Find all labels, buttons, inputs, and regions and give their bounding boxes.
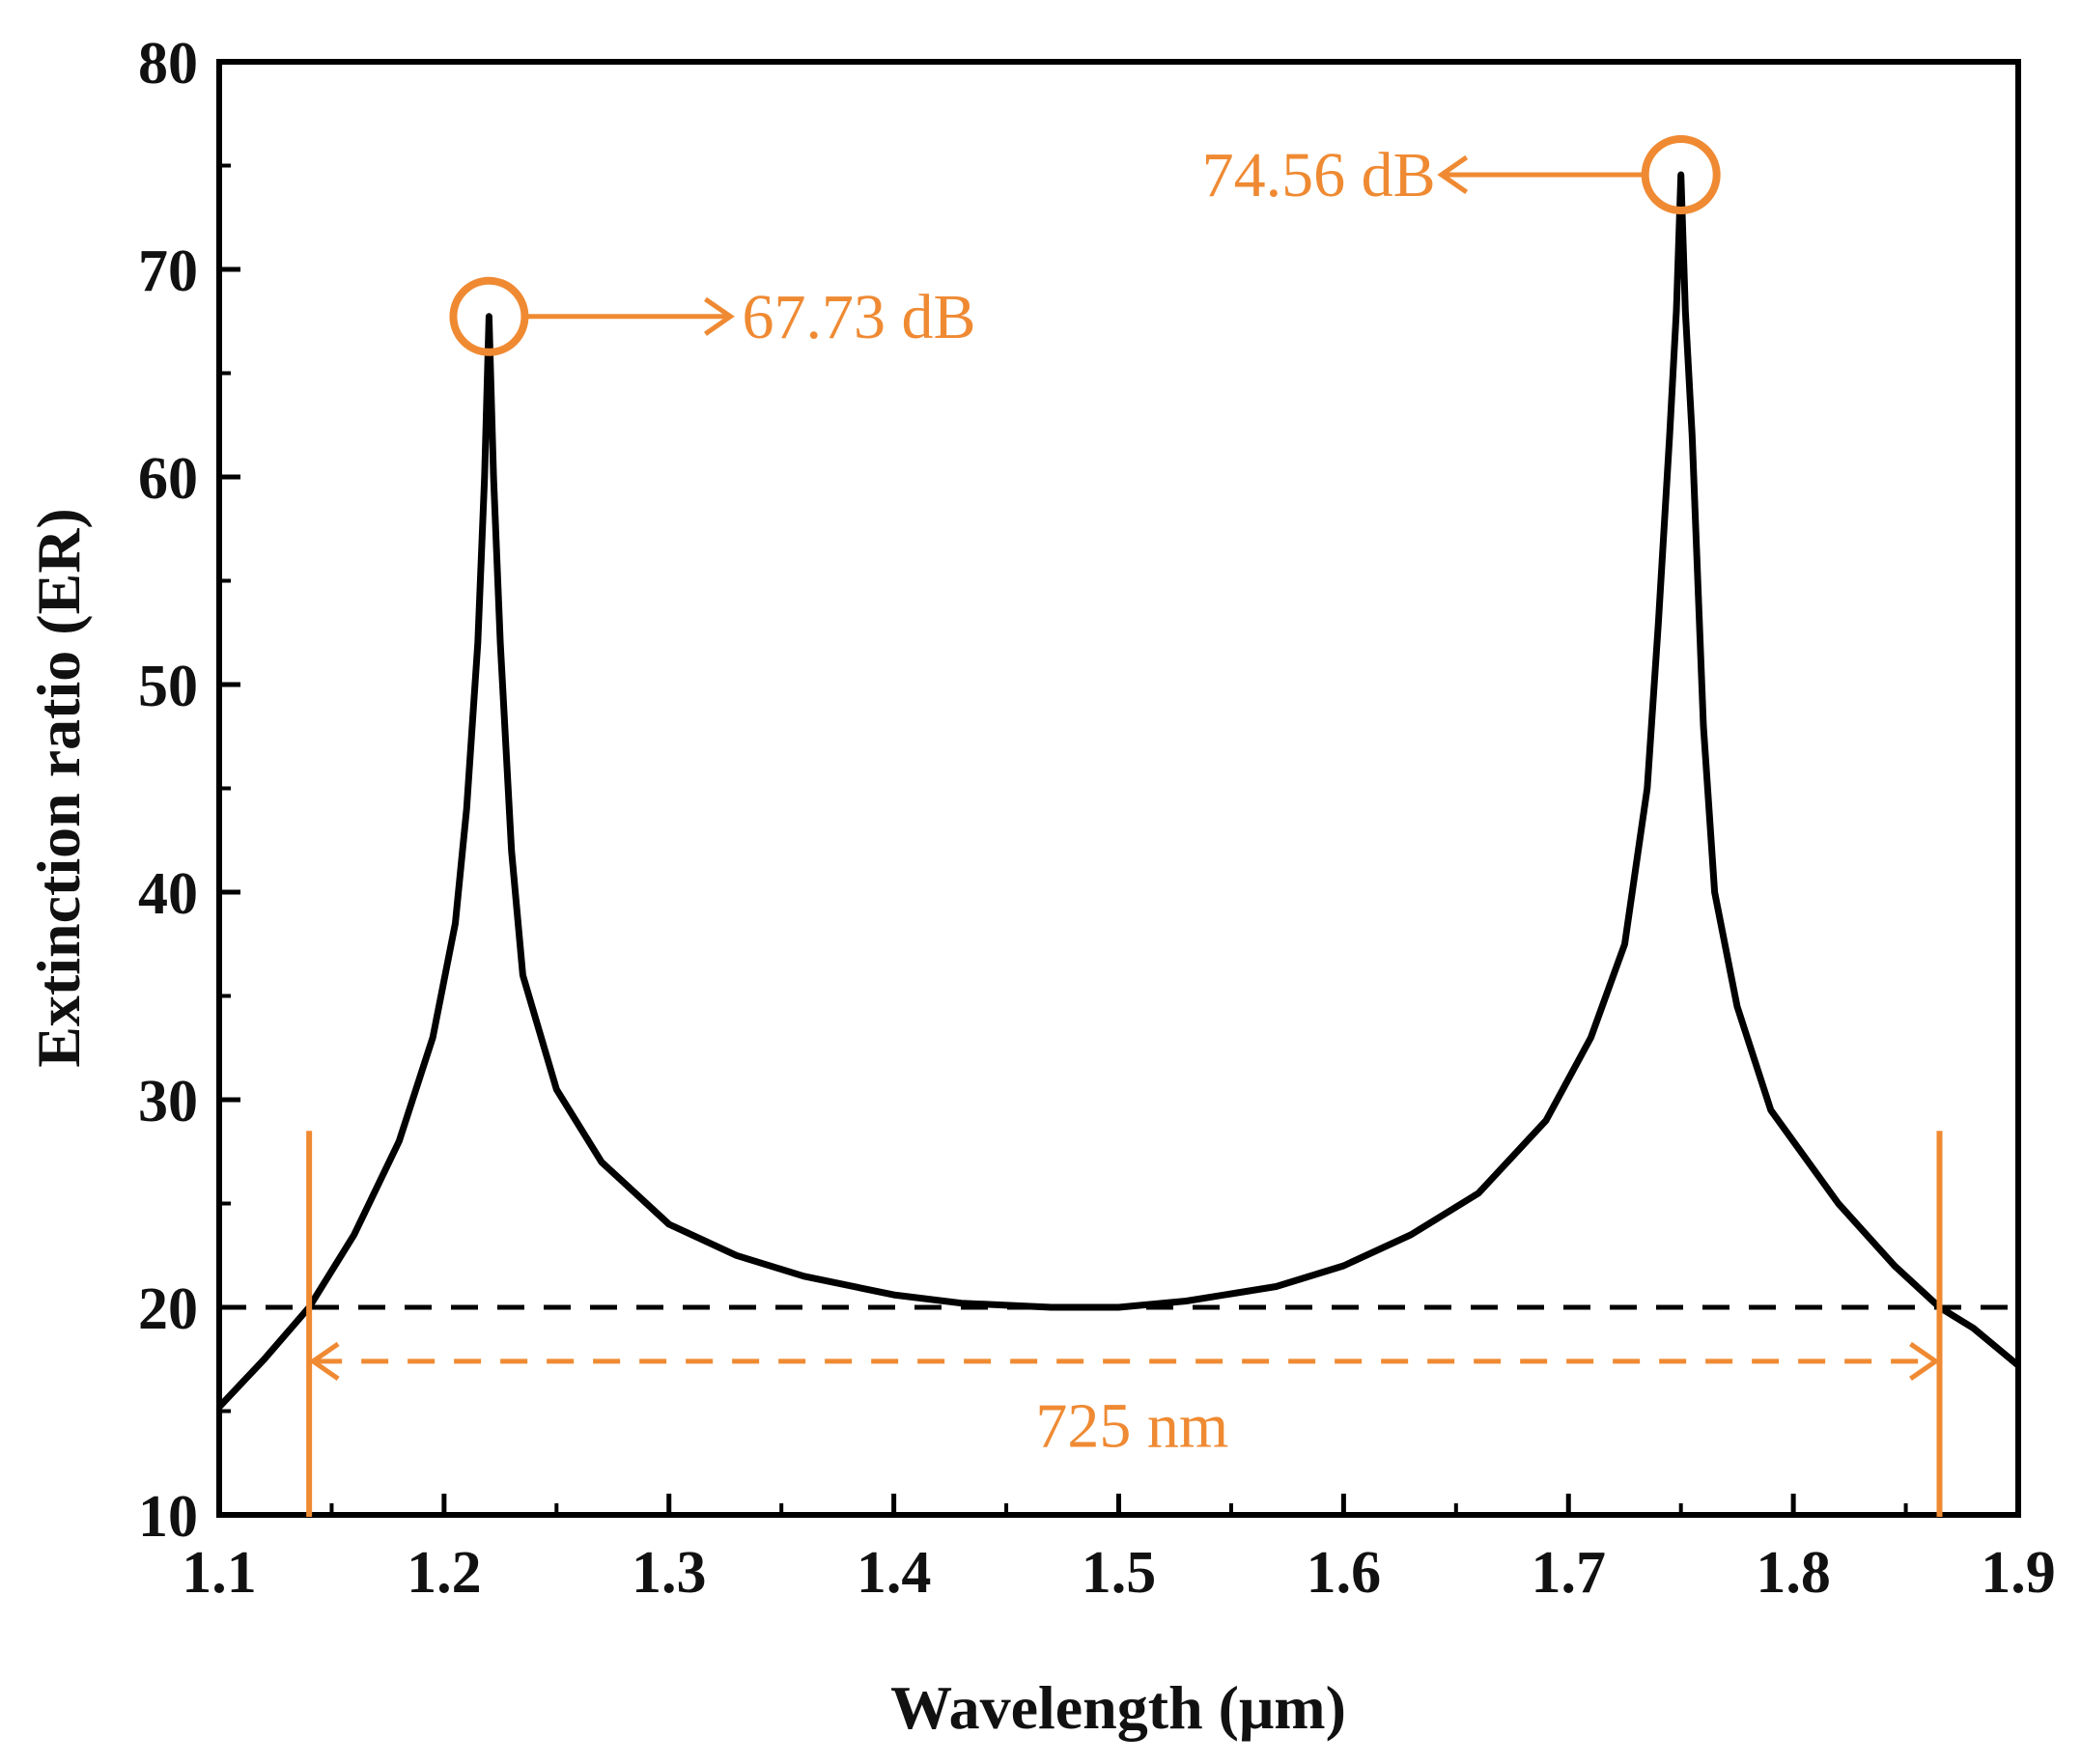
y-tick-label: 50 <box>138 654 198 719</box>
peak-label-1: 67.73 dB <box>742 282 975 352</box>
y-tick-label: 70 <box>138 238 198 304</box>
peak-arrowhead-1 <box>704 296 735 336</box>
y-tick-label: 60 <box>138 446 198 512</box>
y-axis-title: Extinction ratio (ER) <box>24 508 93 1068</box>
y-tick-label: 40 <box>138 861 198 927</box>
x-axis-title: Wavelength (μm) <box>890 1673 1346 1742</box>
x-tick-label: 1.1 <box>182 1540 257 1606</box>
peak-arrowhead-2 <box>1437 154 1469 195</box>
x-tick-label: 1.4 <box>857 1540 932 1606</box>
x-tick-label: 1.9 <box>1981 1540 2056 1606</box>
series-line-er <box>216 171 2021 1410</box>
x-tick-label: 1.2 <box>407 1540 482 1606</box>
y-tick-label: 80 <box>138 31 198 97</box>
bandwidth-arrowhead-left <box>308 1341 340 1381</box>
bandwidth-label: 725 nm <box>1035 1391 1228 1462</box>
y-tick-label: 30 <box>138 1069 198 1134</box>
x-tick-label: 1.7 <box>1532 1540 1607 1606</box>
x-tick-label: 1.3 <box>632 1540 707 1606</box>
x-tick-label: 1.6 <box>1307 1540 1382 1606</box>
axis-ticks: 1.1 1.2 1.3 1.4 1.5 1.6 1.7 1.8 1.9 10 20 30 40 50 60 7… <box>138 31 2056 1606</box>
y-tick-label: 10 <box>138 1484 198 1550</box>
y-tick-label: 20 <box>138 1276 198 1342</box>
x-tick-label: 1.5 <box>1082 1540 1157 1606</box>
annotations: 67.73 dB 74.56 dB 725 nm <box>306 134 1943 1517</box>
x-tick-label: 1.8 <box>1756 1540 1831 1606</box>
peak-label-2: 74.56 dB <box>1202 140 1436 210</box>
bandwidth-arrowhead-right <box>1909 1341 1940 1381</box>
